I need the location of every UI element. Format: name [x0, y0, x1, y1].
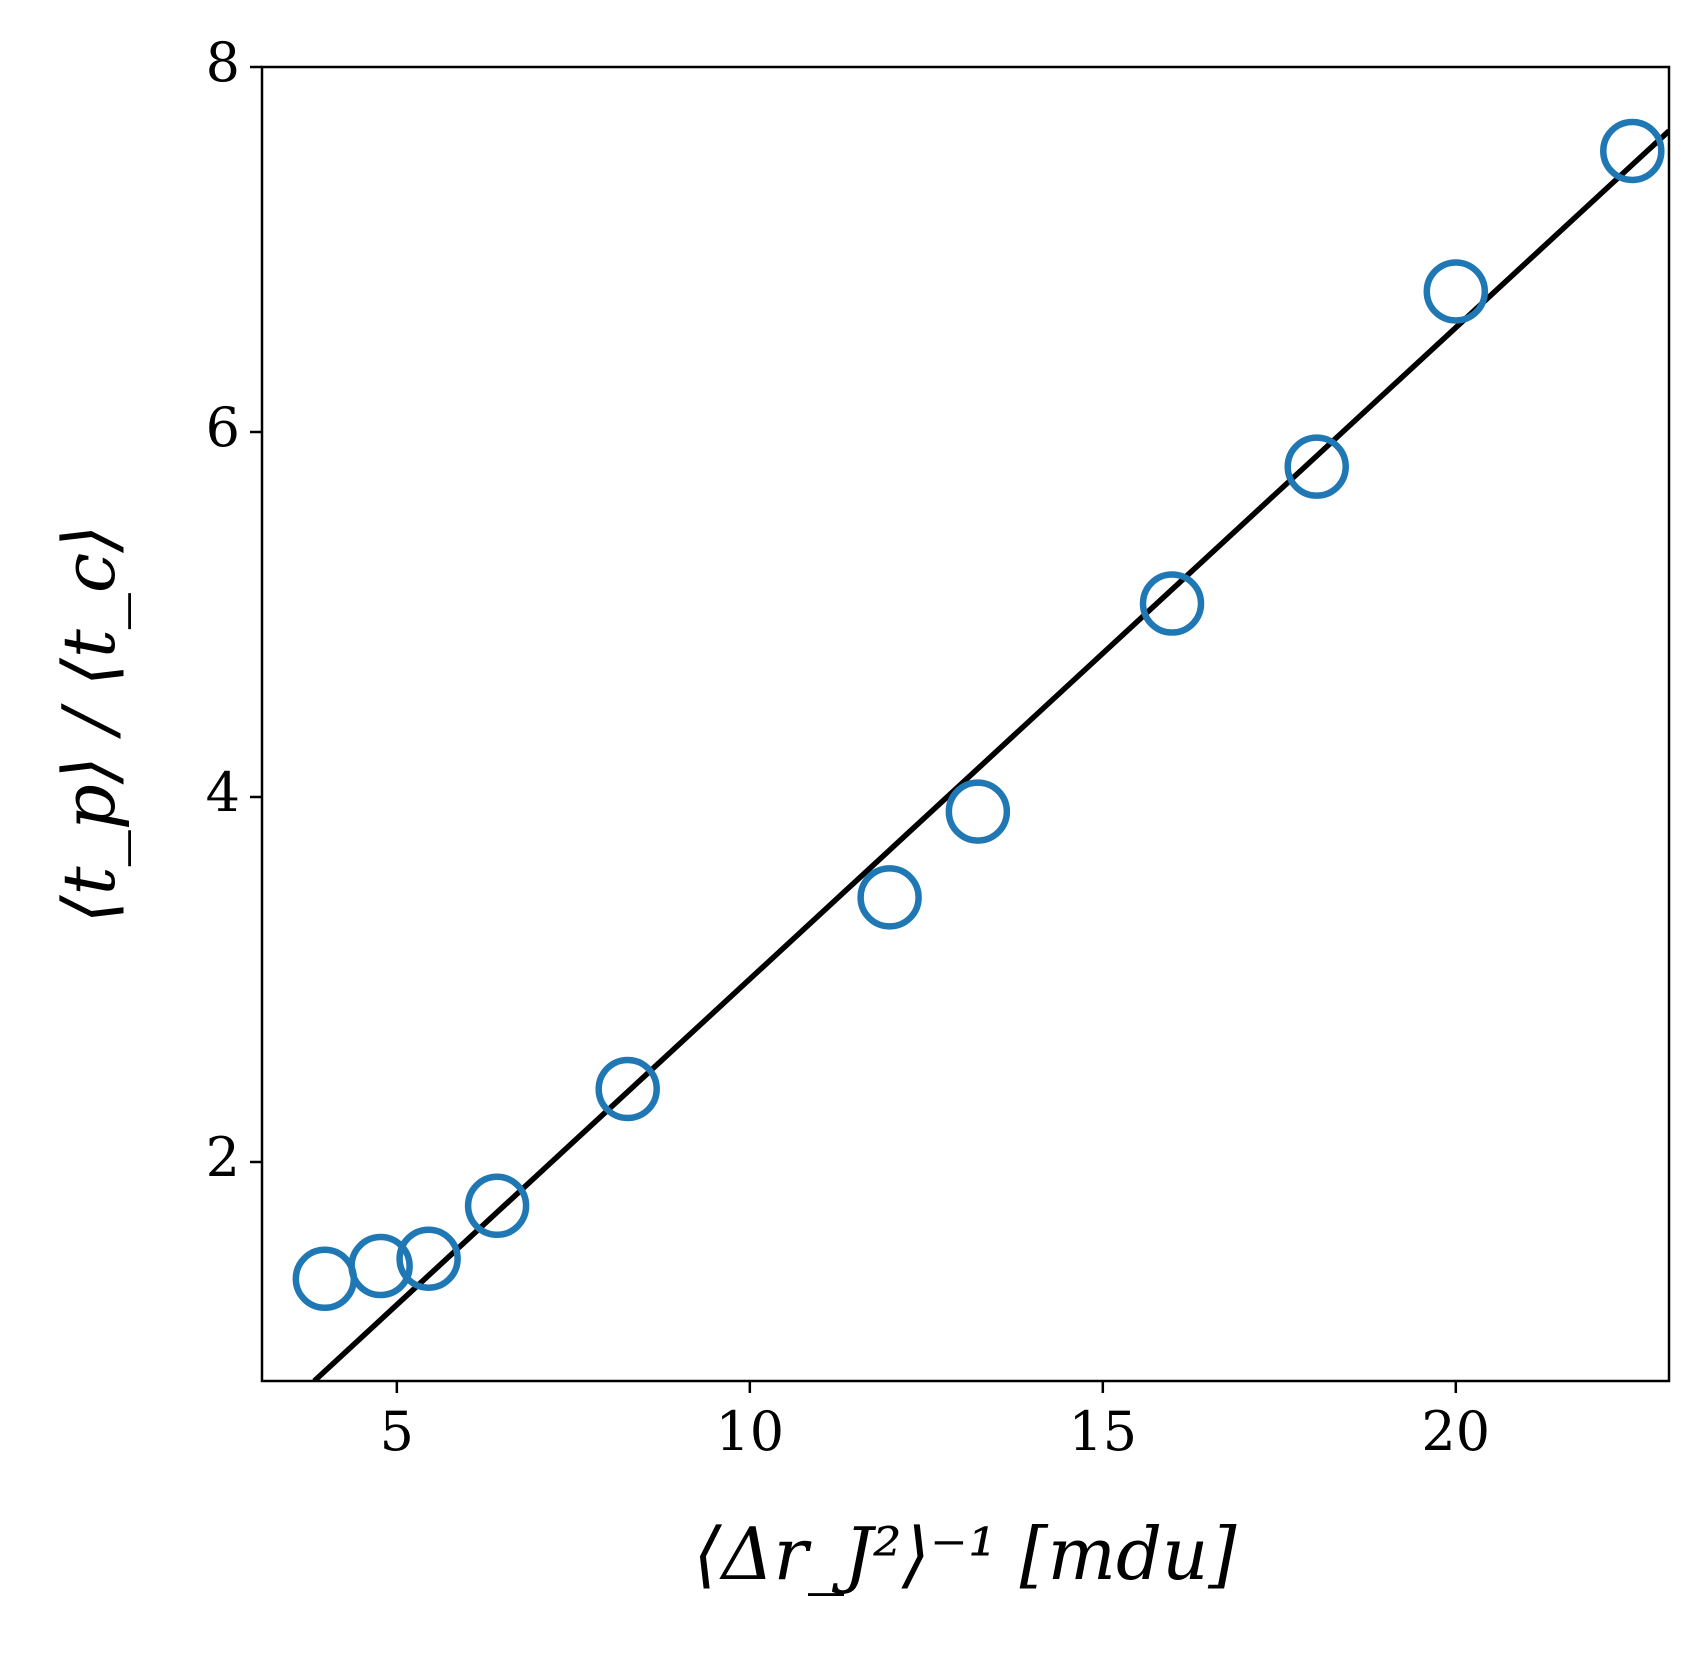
point — [857, 865, 922, 930]
point — [396, 1226, 461, 1291]
y-axis-label: ⟨t_p⟩ / ⟨t_c⟩ — [47, 525, 131, 924]
x-tick-label: 15 — [1068, 1400, 1137, 1463]
x-tick-label: 20 — [1421, 1400, 1490, 1463]
plot-frame — [260, 65, 1671, 1383]
point — [348, 1233, 413, 1299]
point — [595, 1056, 660, 1122]
point — [1423, 259, 1489, 324]
point — [292, 1246, 358, 1312]
fit-line — [312, 128, 1669, 1381]
y-tick-label: 8 — [206, 31, 240, 94]
plot-area — [312, 128, 1669, 1381]
point — [945, 779, 1011, 844]
y-tick-label: 6 — [206, 396, 240, 459]
x-tick-label: 10 — [715, 1400, 784, 1463]
point — [1139, 571, 1205, 636]
x-axis-label: ⟨Δr_J²⟩⁻¹ [mdu] — [694, 1512, 1238, 1596]
point — [1600, 118, 1665, 184]
y-tick-label: 2 — [206, 1126, 240, 1189]
y-tick-label: 4 — [206, 761, 240, 824]
x-tick-label: 5 — [380, 1400, 414, 1463]
point — [464, 1173, 530, 1239]
point — [1284, 434, 1349, 499]
